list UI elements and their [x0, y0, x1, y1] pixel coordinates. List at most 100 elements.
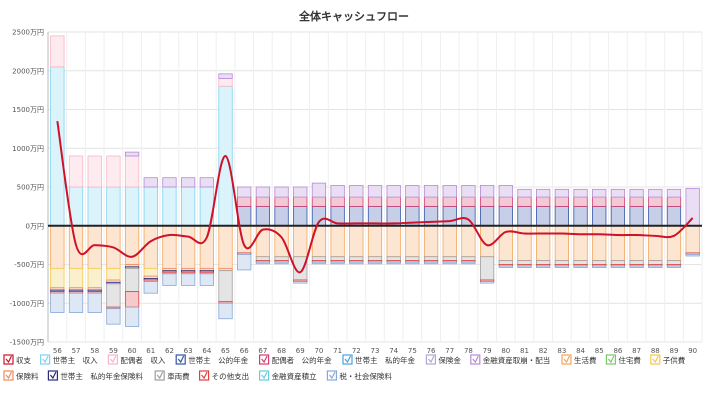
bar-segment [218, 270, 233, 303]
bar-segment [536, 265, 551, 268]
legend-swatch [3, 354, 14, 365]
legend-swatch [175, 354, 186, 365]
legend-swatch [259, 370, 270, 381]
bar-segment [199, 177, 214, 188]
bar-segment [367, 185, 383, 198]
y-tick-label: 1000万円 [12, 145, 44, 153]
bar-segment [461, 261, 476, 265]
bar-segment [293, 196, 308, 207]
bar-segment [554, 196, 569, 207]
bar-segment [536, 188, 551, 198]
y-tick-label: 1500万円 [12, 106, 44, 114]
x-tick-label: 88 [651, 347, 660, 355]
balance-line [56, 120, 694, 274]
legend-label: 金融資産取崩・配当 [483, 355, 551, 365]
x-tick-label: 84 [576, 347, 585, 355]
bar-segment [68, 155, 84, 188]
x-tick-label: 71 [333, 347, 342, 355]
bar-segment [536, 205, 551, 227]
bar-segment [610, 196, 626, 207]
bar-segment [106, 308, 121, 325]
bar-segment [461, 205, 476, 227]
bar-segment [199, 225, 214, 269]
bar-segment [536, 196, 551, 207]
bar-segment [124, 306, 140, 327]
bar-segment [143, 281, 158, 294]
bar-segment [592, 265, 607, 268]
x-tick-label: 74 [389, 347, 398, 355]
y-tick-label: 2500万円 [12, 29, 44, 37]
bar-segment [218, 73, 233, 79]
x-tick-label: 77 [445, 347, 454, 355]
bar-segment [106, 283, 121, 308]
x-tick-label: 83 [557, 347, 566, 355]
bar-segment [50, 225, 65, 269]
bar-segment [423, 225, 439, 258]
x-tick-label: 89 [670, 347, 679, 355]
bar-segment [442, 185, 457, 198]
bar-segment [349, 225, 364, 258]
bar-segment [50, 267, 65, 289]
bar-segment [143, 267, 158, 277]
bar-segment [461, 196, 476, 207]
legend-item: 収支 [3, 354, 31, 365]
bar-segment [498, 185, 513, 198]
bar-segment [293, 225, 308, 258]
x-tick-label: 90 [688, 347, 697, 355]
bar-segment [293, 205, 308, 227]
bar-segment [592, 205, 607, 227]
x-tick-label: 78 [464, 347, 473, 355]
bar-segment [274, 256, 289, 262]
bar-segment [330, 185, 345, 198]
x-tick-label: 60 [128, 347, 137, 355]
legend-swatch [342, 354, 353, 365]
x-axis: 56 57 58 59 60 61 62 63 64 65 66 67 68 69 70 71 72 73 74 75… [53, 347, 697, 355]
legend-item: 車両費 [154, 370, 190, 381]
x-tick-label: 68 [277, 347, 286, 355]
bar-segment [124, 186, 140, 227]
bar-segment [629, 225, 644, 262]
bar-segment [218, 302, 233, 320]
legend-item: 保険料 [3, 370, 39, 381]
bar-segment [592, 260, 607, 265]
bar-segment [648, 205, 663, 227]
legend-label: 世帯主 収入 [53, 355, 98, 365]
bar-segment [255, 256, 271, 262]
bar-segment [218, 225, 233, 269]
bar-segment [554, 205, 569, 227]
x-tick-label: 72 [352, 347, 361, 355]
x-tick-label: 59 [109, 347, 118, 355]
bar-segment [367, 261, 383, 265]
bar-segment [405, 225, 420, 258]
bar-segment [237, 254, 252, 271]
bar-segment [255, 205, 271, 227]
legend: 収支 世帯主 収入 配偶者 収入 世帯主 公的年金 配偶者 公的年金 世帯主 私的年金 保険… [3, 354, 686, 381]
bar-segment [330, 196, 345, 207]
bar-segment [50, 35, 65, 68]
x-tick-label: 64 [202, 347, 211, 355]
bar-segment [685, 225, 700, 254]
legend-item: 金融資産積立 [259, 370, 317, 381]
bar-segment [87, 186, 102, 227]
legend-label: 保険金 [438, 355, 461, 365]
check-icon [5, 371, 13, 380]
legend-item: 税・社会保険料 [326, 370, 392, 381]
x-tick-label: 81 [520, 347, 529, 355]
bar-segment [498, 265, 513, 268]
x-tick-label: 57 [72, 347, 81, 355]
bar-segment [666, 260, 682, 265]
bar-segment [68, 292, 84, 313]
bar-segment [442, 196, 457, 207]
x-tick-label: 56 [53, 347, 62, 355]
bar-segment [610, 225, 626, 262]
bar-segment [498, 196, 513, 207]
bar-segment [181, 177, 196, 188]
bar-segment [293, 186, 308, 198]
bar-segment [610, 260, 626, 265]
bar-segment [423, 261, 439, 265]
bar-segment [442, 256, 457, 262]
bar-segment [423, 196, 439, 207]
legend-label: 配偶者 収入 [120, 355, 165, 365]
bar-segment [274, 196, 289, 207]
check-icon [328, 371, 336, 380]
